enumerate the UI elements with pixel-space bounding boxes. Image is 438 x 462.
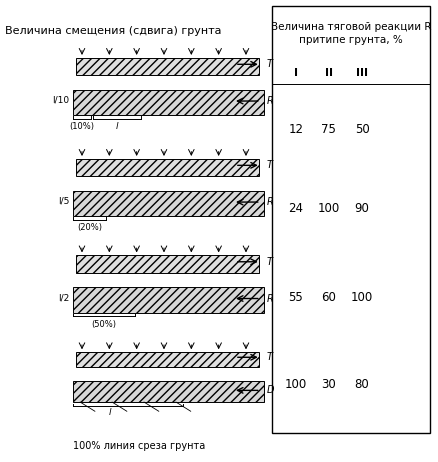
Text: R: R [265, 293, 272, 304]
Text: Величина смещения (сдвига) грунта: Величина смещения (сдвига) грунта [5, 26, 221, 36]
Text: (20%): (20%) [77, 224, 102, 232]
Text: l/2: l/2 [58, 293, 69, 302]
Text: 50: 50 [354, 123, 369, 136]
Text: D: D [265, 385, 273, 395]
Bar [73, 191, 264, 216]
Bar [73, 382, 264, 402]
Text: Величина тяговой реакции R: Величина тяговой реакции R [270, 22, 430, 31]
Bar [271, 6, 429, 433]
Text: I: I [293, 67, 297, 78]
Bar [73, 287, 264, 312]
Text: T: T [265, 353, 272, 362]
Bar [76, 58, 258, 75]
Text: 55: 55 [288, 291, 302, 304]
Text: 100: 100 [350, 291, 372, 304]
Text: притипе грунта, %: притипе грунта, % [298, 36, 402, 45]
Text: T: T [265, 160, 272, 170]
Text: 90: 90 [354, 201, 369, 214]
Text: (50%): (50%) [92, 320, 117, 329]
Text: l/10: l/10 [52, 96, 69, 104]
Text: l: l [116, 122, 118, 131]
Text: II: II [324, 67, 332, 78]
Text: 75: 75 [321, 123, 336, 136]
Bar [73, 90, 264, 115]
Text: 100: 100 [317, 201, 339, 214]
Text: 30: 30 [321, 378, 336, 391]
Text: 12: 12 [288, 123, 303, 136]
Text: 24: 24 [288, 201, 303, 214]
Text: 100% линия среза грунта: 100% линия среза грунта [73, 440, 205, 450]
Text: l: l [108, 408, 111, 417]
Text: 60: 60 [321, 291, 336, 304]
Text: 100: 100 [284, 378, 306, 391]
Text: l/5: l/5 [57, 197, 69, 206]
Text: R: R [265, 96, 272, 106]
Text: T: T [265, 257, 272, 267]
Bar [76, 159, 258, 176]
Text: III: III [355, 67, 367, 78]
Text: (10%): (10%) [69, 122, 94, 131]
Text: 80: 80 [354, 378, 369, 391]
Bar [76, 255, 258, 273]
Text: R: R [265, 197, 272, 207]
Bar [76, 352, 258, 367]
Text: T: T [265, 59, 272, 69]
